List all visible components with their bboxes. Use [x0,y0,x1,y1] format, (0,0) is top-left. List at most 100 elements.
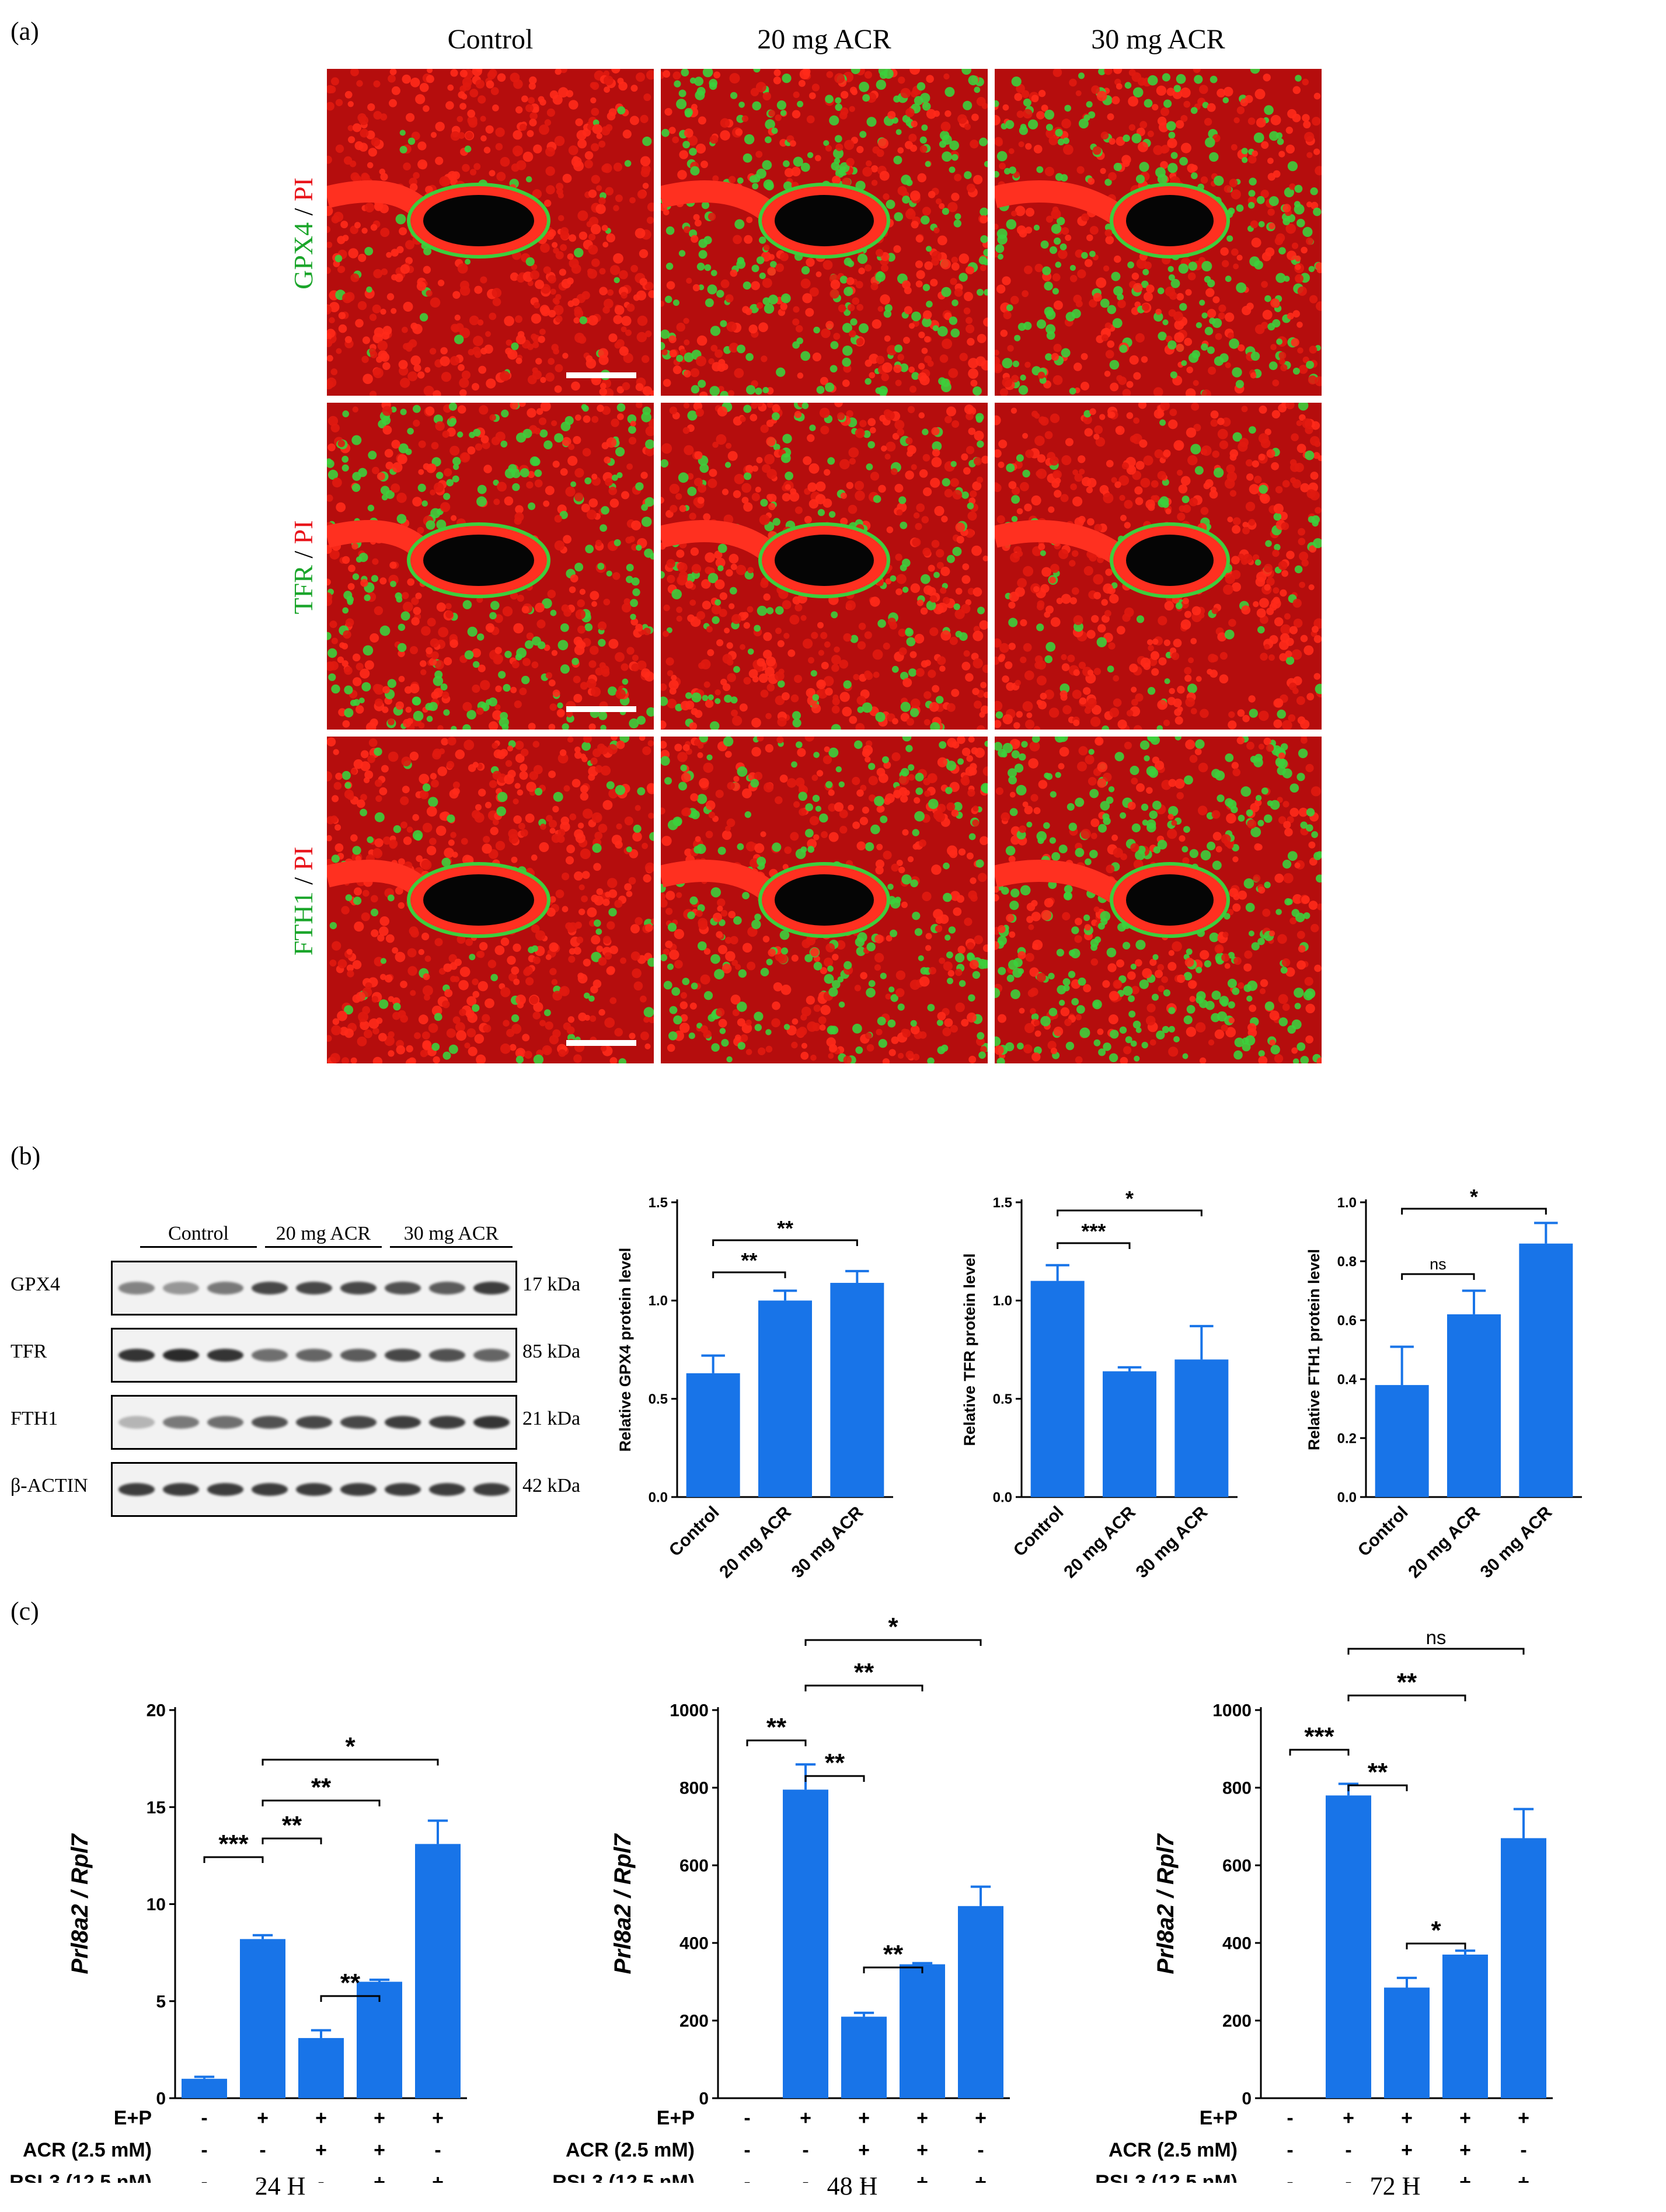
condition-mark: + [315,2107,327,2129]
condition-mark: + [800,2107,811,2129]
column-header-20mg: 20 mg ACR [757,24,891,55]
column-header-30mg: 30 mg ACR [1091,24,1225,55]
fluorescence-image [327,69,654,396]
significance-label: ** [854,1658,874,1687]
blot-size-label: 17 kDa [522,1274,581,1295]
blot-band [340,1349,377,1362]
blot-band [207,1349,243,1362]
y-tick-label: 600 [1222,1857,1252,1876]
time-label-24h: 24 H [255,2172,306,2200]
blot-band [207,1282,243,1295]
bar [1384,1987,1430,2098]
condition-label: E+P [657,2107,695,2129]
blot-protein-label: TFR [11,1341,47,1362]
y-axis-label: Prl8a2 / Rpl7 [67,1833,93,1974]
condition-mark: - [1520,2139,1526,2161]
fluorescence-image [661,69,988,396]
significance-bracket: ** [712,1216,858,1246]
bar [415,1844,461,2098]
chart-24h: 0 5 10 15 20 Prl8a2 / Rpl7 *** ** ** ** * E+P - + + + + A… [0,1599,525,2193]
significance-label: ns [1426,1627,1447,1648]
blot-band [252,1483,288,1496]
significance-label: * [1125,1187,1134,1210]
bar [240,1939,285,2098]
y-tick-label: 0.8 [1337,1254,1357,1269]
y-tick-label: 200 [1222,2012,1252,2031]
condition-mark: + [1343,2107,1354,2129]
condition-label: ACR (2.5 mM) [566,2139,695,2161]
y-tick-label: 20 [147,1701,166,1721]
panel-c-label: (c) [11,1597,39,1625]
blot-strip [111,1261,517,1316]
blot-band [252,1416,288,1429]
x-tick-label: 30 mg ACR [1132,1502,1212,1582]
blot-band [296,1282,332,1295]
condition-mark: + [858,2107,870,2129]
y-tick-label: 0 [1242,2089,1252,2109]
significance-label: * [1431,1916,1441,1945]
condition-mark: + [1518,2171,1529,2183]
significance-label: ** [311,1773,332,1802]
condition-mark: + [374,2139,385,2161]
blot-band [207,1483,243,1496]
blot-band [296,1349,332,1362]
blot-band [163,1483,199,1496]
y-axis-label: Relative FTH1 protein level [1305,1249,1323,1450]
x-tick-label: Control [665,1503,723,1561]
blot-band [118,1282,155,1295]
significance-label: ** [741,1248,757,1272]
blot-band [118,1416,155,1429]
y-tick-label: 5 [156,1992,166,2011]
chart-gpx4: 0.0 0.5 1.0 1.5 Relative GPX4 protein level C… [607,1185,934,1631]
significance-bracket: ns [1347,1627,1525,1655]
significance-bracket: * [804,1613,982,1646]
bar [1326,1795,1371,2098]
condition-mark: - [1345,2171,1351,2183]
significance-bracket: *** [1289,1722,1350,1756]
blot-strip [111,1328,517,1383]
blot-band [163,1349,199,1362]
condition-mark: - [201,2139,207,2161]
row-label-fth1: FTH1 / PI [288,846,318,956]
condition-mark: - [1287,2139,1293,2161]
bar [1442,1954,1488,2098]
condition-mark: - [802,2139,808,2161]
y-tick-label: 600 [679,1857,709,1876]
y-tick-label: 0.0 [993,1489,1012,1505]
chart-72h: 0 200 400 600 800 1000 Prl8a2 / Rpl7 *** * ** ** ns… [1086,1599,1611,2193]
x-tick-label: 20 mg ACR [716,1502,795,1582]
condition-mark: + [916,2107,928,2129]
bar [298,2037,344,2098]
significance-bracket: ns [1401,1255,1475,1280]
blot-size-label: 42 kDa [522,1475,581,1496]
condition-mark: + [374,2171,385,2183]
condition-mark: + [432,2107,444,2129]
chart-tfr: 0.0 0.5 1.0 1.5 Relative TFR protein level Co… [951,1185,1278,1631]
fluorescence-image [327,403,654,730]
y-tick-label: 0.4 [1337,1372,1357,1387]
significance-bracket: *** [1057,1219,1131,1249]
y-tick-label: 1000 [1212,1701,1252,1721]
significance-bracket: ** [863,1940,923,1973]
bar [900,1964,945,2098]
y-tick-label: 1.5 [649,1195,668,1210]
bar [1519,1243,1573,1497]
condition-mark: + [1459,2139,1471,2161]
time-label-48h: 48 H [827,2172,878,2200]
condition-label: RSL3 (12.5 nM) [9,2171,152,2183]
x-tick-label: 30 mg ACR [788,1502,867,1582]
blot-strip [111,1462,517,1517]
x-tick-label: Control [1010,1503,1068,1561]
bar [783,1789,828,2098]
x-tick-label: 20 mg ACR [1404,1502,1484,1582]
significance-label: ** [1368,1758,1388,1787]
condition-mark: - [1287,2107,1293,2129]
condition-mark: - [259,2139,266,2161]
blot-band [207,1416,243,1429]
y-tick-label: 1.5 [993,1195,1012,1210]
condition-mark: + [975,2171,987,2183]
significance-bracket: * [262,1732,439,1766]
bar [1174,1359,1229,1497]
bar [182,2078,227,2098]
fluorescence-image [661,403,988,730]
